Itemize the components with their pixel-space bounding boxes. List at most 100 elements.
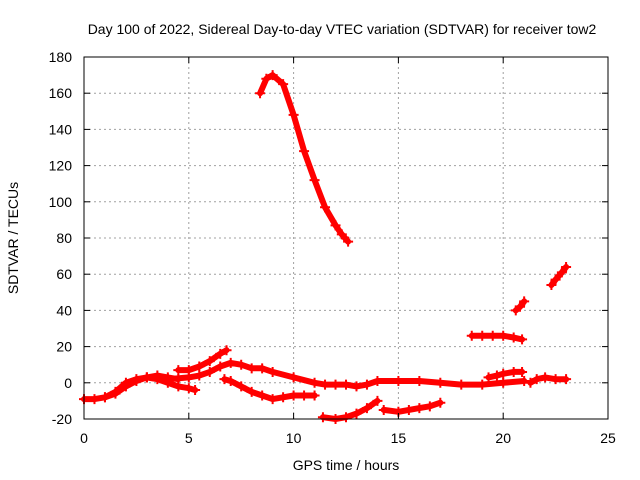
data-point: [330, 220, 341, 231]
data-point: [183, 372, 194, 383]
data-point: [540, 372, 551, 383]
series-line: [221, 376, 318, 403]
data-point: [299, 390, 310, 401]
data-point: [508, 366, 519, 377]
data-point: [141, 372, 152, 383]
data-point: [194, 370, 205, 381]
data-point: [477, 330, 488, 341]
data-point: [309, 175, 320, 186]
data-point: [309, 377, 320, 388]
series-arc-9: [466, 330, 528, 345]
data-point: [221, 345, 232, 356]
data-point: [466, 330, 477, 341]
data-point: [317, 412, 328, 423]
data-point: [257, 363, 268, 374]
data-point: [320, 379, 331, 390]
series-arc-6: [255, 70, 354, 247]
data-series: [79, 70, 572, 424]
data-point: [236, 381, 247, 392]
x-tick-label: 15: [391, 430, 407, 446]
y-tick-label: 120: [49, 158, 73, 174]
series-arc-3: [173, 345, 232, 376]
data-point: [517, 366, 528, 377]
data-point: [372, 395, 383, 406]
data-point: [257, 390, 268, 401]
data-point: [173, 365, 184, 376]
data-point: [393, 375, 404, 386]
data-point: [131, 375, 142, 386]
data-point: [561, 374, 572, 385]
y-tick-label: 60: [56, 266, 72, 282]
axis-ticks: 0 5 10 15 20 25 -20 0 20 40 60 80 100 120 140 160 180: [49, 49, 616, 446]
y-tick-label: 180: [49, 49, 73, 65]
x-axis-label: GPS time / hours: [293, 457, 400, 473]
data-point: [414, 375, 425, 386]
data-point: [491, 370, 502, 381]
series-arc-5: [219, 374, 320, 405]
data-point: [487, 330, 498, 341]
data-point: [99, 392, 110, 403]
series-arc-10: [483, 366, 528, 383]
series-line: [548, 264, 570, 289]
data-point: [267, 366, 278, 377]
data-point: [278, 392, 289, 403]
data-point: [372, 375, 383, 386]
data-point: [424, 401, 435, 412]
chart-title: Day 100 of 2022, Sidereal Day-to-day VTE…: [88, 21, 597, 37]
x-tick-label: 10: [286, 430, 302, 446]
data-point: [225, 375, 236, 386]
data-point: [378, 404, 389, 415]
data-point: [561, 261, 572, 272]
data-point: [483, 372, 494, 383]
data-point: [246, 386, 257, 397]
x-tick-label: 0: [80, 430, 88, 446]
series-line: [257, 72, 352, 245]
data-point: [219, 374, 230, 385]
data-point: [403, 404, 414, 415]
data-point: [204, 366, 215, 377]
y-axis-label: SDTVAR / TECUs: [5, 182, 21, 294]
data-point: [525, 377, 536, 388]
series-arc-8: [378, 397, 446, 417]
x-tick-label: 20: [495, 430, 511, 446]
data-point: [519, 296, 530, 307]
x-tick-label: 25: [600, 430, 616, 446]
data-point: [261, 73, 272, 84]
data-point: [162, 374, 173, 385]
data-point: [361, 403, 372, 414]
y-tick-label: 20: [56, 339, 72, 355]
data-point: [215, 361, 226, 372]
y-tick-label: 140: [49, 121, 73, 137]
data-point: [267, 70, 278, 81]
data-point: [341, 412, 351, 423]
data-point: [361, 379, 372, 390]
y-tick-label: -20: [52, 411, 72, 427]
data-point: [190, 385, 201, 396]
data-point: [550, 374, 561, 385]
data-point: [414, 403, 425, 414]
series-arc-7: [317, 395, 383, 424]
data-point: [531, 374, 542, 385]
y-tick-label: 100: [49, 194, 73, 210]
data-point: [183, 383, 194, 394]
data-point: [336, 229, 347, 240]
data-point: [110, 388, 121, 399]
y-tick-label: 160: [49, 85, 73, 101]
data-point: [351, 408, 362, 419]
data-point: [556, 267, 567, 278]
data-point: [477, 379, 488, 390]
data-point: [255, 88, 266, 99]
series-arc-12: [525, 372, 572, 388]
data-point: [89, 394, 100, 405]
x-tick-label: 5: [185, 430, 193, 446]
data-point: [288, 109, 299, 120]
data-point: [343, 236, 354, 247]
data-point: [278, 79, 289, 90]
data-point: [320, 202, 331, 213]
data-point: [215, 348, 226, 359]
series-arc-11: [510, 296, 530, 316]
data-point: [498, 377, 509, 388]
data-point: [546, 280, 557, 291]
data-point: [309, 390, 320, 401]
data-point: [246, 363, 257, 374]
